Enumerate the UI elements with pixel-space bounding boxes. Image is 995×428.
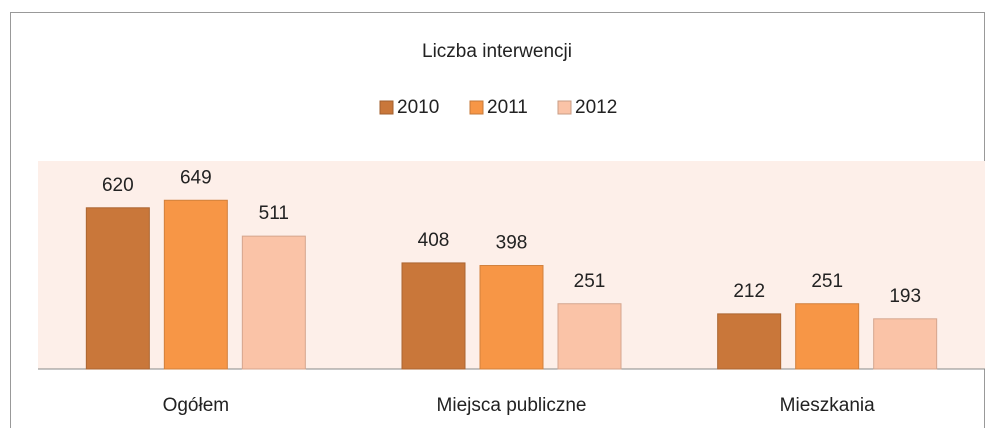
- legend-label: 2012: [575, 97, 617, 118]
- bar: [163, 199, 228, 370]
- data-label: 408: [418, 230, 450, 251]
- legend-swatch: [379, 100, 394, 115]
- data-label: 398: [496, 233, 528, 254]
- data-label: 649: [180, 167, 212, 188]
- x-tick-label: Miejsca publiczne: [437, 395, 587, 416]
- x-tick-label: Ogółem: [163, 395, 230, 416]
- chart-title: Liczba interwencji: [422, 41, 572, 62]
- x-tick-label: Mieszkania: [780, 395, 875, 416]
- bar: [717, 313, 782, 370]
- bar: [557, 303, 622, 370]
- data-label: 251: [811, 271, 843, 292]
- data-label: 251: [574, 271, 606, 292]
- legend-swatch: [557, 100, 572, 115]
- bar: [401, 262, 466, 370]
- data-label: 193: [889, 286, 921, 307]
- bar: [873, 318, 938, 370]
- bar: [479, 265, 544, 370]
- legend-label: 2011: [487, 97, 528, 118]
- legend-label: 2010: [397, 97, 439, 118]
- data-label: 620: [102, 175, 134, 196]
- bar: [795, 303, 860, 370]
- bar: [241, 235, 306, 370]
- data-label: 212: [733, 281, 765, 302]
- legend-swatch: [469, 100, 484, 115]
- bar: [85, 207, 150, 370]
- data-label: 511: [259, 203, 289, 224]
